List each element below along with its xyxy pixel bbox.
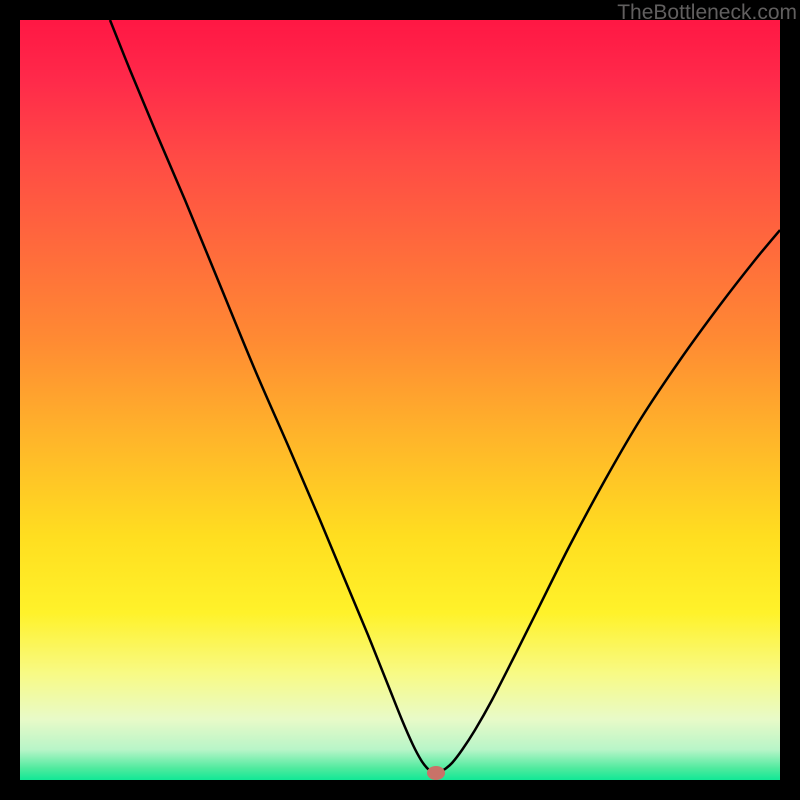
attribution-text: TheBottleneck.com	[617, 1, 797, 25]
bottleneck-curve	[110, 20, 780, 773]
chart-container: TheBottleneck.com	[0, 0, 800, 800]
plot-area	[20, 20, 780, 780]
curve-layer	[20, 20, 780, 780]
minimum-marker	[427, 766, 445, 780]
